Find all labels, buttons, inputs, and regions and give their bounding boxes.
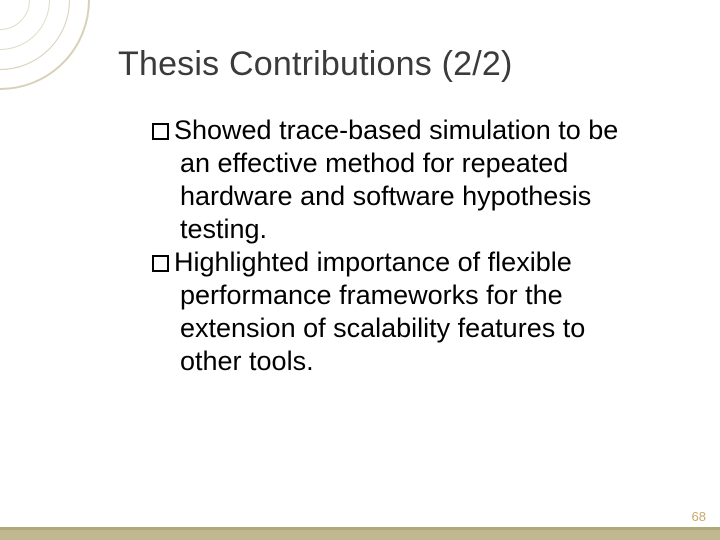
bottom-bar <box>0 530 720 540</box>
bullet-item: Showed trace-based simulation to be an e… <box>152 114 632 246</box>
bullet-item: Highlighted importance of flexible perfo… <box>152 246 632 378</box>
square-bullet-icon <box>152 255 169 272</box>
page-number: 68 <box>692 509 706 524</box>
corner-circle-icon <box>0 0 30 30</box>
body-text: Showed trace-based simulation to be an e… <box>152 114 632 378</box>
bullet-text: Showed trace-based simulation to be an e… <box>174 115 618 244</box>
bullet-text: Highlighted importance of flexible perfo… <box>174 247 585 376</box>
corner-circle-icon <box>0 0 70 70</box>
corner-circle-icon <box>0 0 50 50</box>
slide: Thesis Contributions (2/2) Showed trace-… <box>0 0 720 540</box>
corner-decoration <box>0 0 130 130</box>
slide-title: Thesis Contributions (2/2) <box>118 45 512 84</box>
square-bullet-icon <box>152 123 169 140</box>
corner-circle-icon <box>0 0 90 90</box>
